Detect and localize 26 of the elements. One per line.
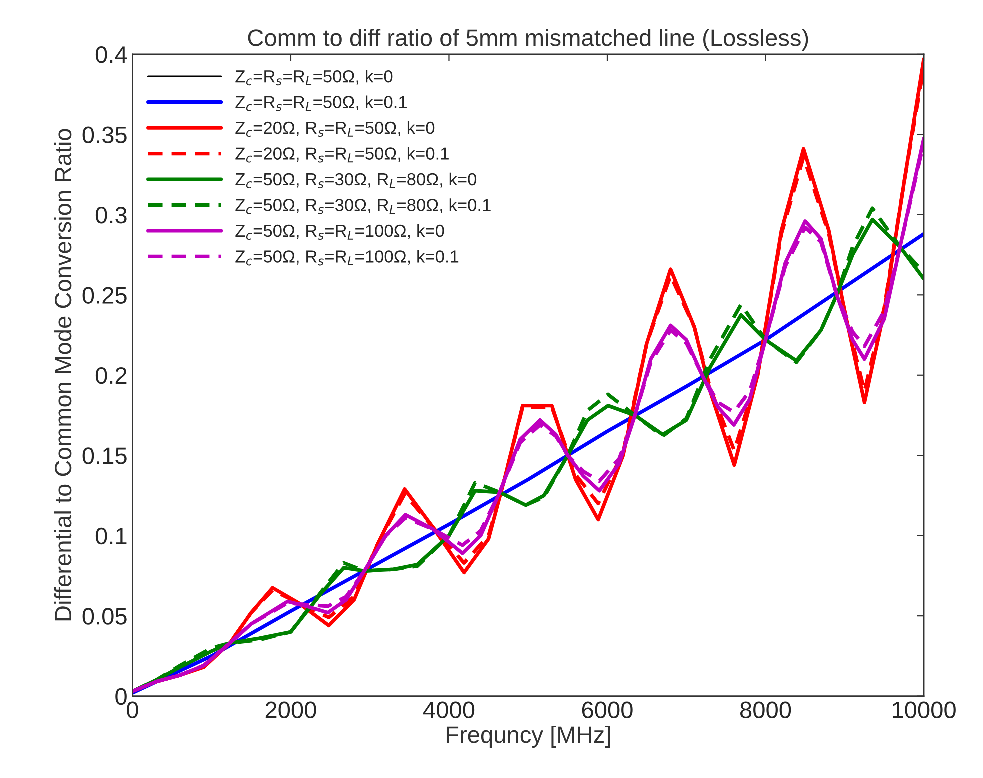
x-tick-label: 4000: [424, 702, 475, 719]
legend-label: Z$_{c}$=50Ω, R$_{s}$=R$_{L}$=100Ω, k=0: [236, 224, 444, 240]
x-axis-title: Frequncy [MHz]: [446, 726, 610, 748]
x-tick-label: 2000: [266, 702, 316, 719]
legend-label: Z$_{c}$=R$_{s}$=R$_{L}$=50Ω, k=0: [236, 70, 393, 86]
x-tick-label: 10000: [892, 702, 956, 719]
x-tick-label: 8000: [740, 702, 792, 719]
legend-label: Z$_{c}$=50Ω, R$_{s}$=30Ω, R$_{L}$=80Ω, k=0: [236, 172, 477, 189]
y-tick-label: 0.25: [82, 287, 127, 304]
legend-label: Z$_{c}$=20Ω, R$_{s}$=R$_{L}$=50Ω, k=0: [236, 121, 435, 138]
y-tick-label: 0: [116, 688, 127, 706]
y-tick-label: 0.4: [96, 46, 128, 64]
legend-label: Z$_{c}$=50Ω, R$_{s}$=30Ω, R$_{L}$=80Ω, k=0.1: [236, 198, 491, 214]
x-tick-label: 0: [127, 702, 138, 719]
y-tick-label: 0.15: [82, 448, 127, 464]
y-axis-title: Differential to Common Mode Conversion Ratio: [54, 129, 72, 621]
y-tick-label: 0.1: [96, 528, 127, 545]
x-tick-label: 6000: [582, 702, 633, 719]
y-tick-label: 0.3: [96, 206, 127, 224]
y-tick-label: 0.35: [82, 126, 127, 144]
y-tick-label: 0.05: [82, 608, 127, 625]
legend-label: Z$_{c}$=R$_{s}$=R$_{L}$=50Ω, k=0.1: [236, 96, 407, 112]
legend-label: Z$_{c}$=50Ω, R$_{s}$=R$_{L}$=100Ω, k=0.1: [236, 250, 459, 266]
y-tick-label: 0.2: [96, 367, 127, 384]
legend-label: Z$_{c}$=20Ω, R$_{s}$=R$_{L}$=50Ω, k=0.1: [236, 147, 449, 163]
chart-title: Comm to diff ratio of 5mm mismatched line (Lossless): [248, 29, 808, 52]
